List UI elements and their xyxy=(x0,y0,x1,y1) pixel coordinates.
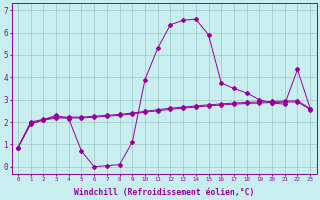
X-axis label: Windchill (Refroidissement éolien,°C): Windchill (Refroidissement éolien,°C) xyxy=(74,188,254,197)
